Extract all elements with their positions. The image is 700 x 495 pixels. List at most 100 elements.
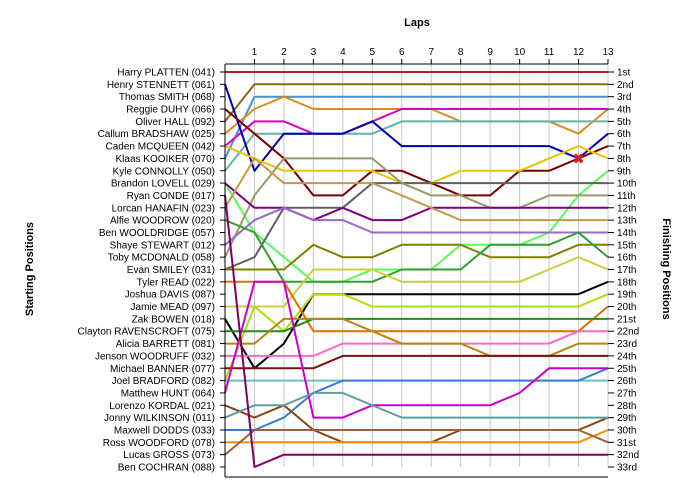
x-tick-label: 13 (602, 47, 614, 58)
series-line (224, 83, 608, 123)
starting-position-label: Maxwell DODDS (033) (114, 425, 215, 436)
x-tick-label: 2 (281, 47, 287, 58)
starting-position-label: Brandon LOVELL (029) (111, 179, 215, 190)
finishing-position-label: 17th (617, 265, 636, 276)
finishing-position-label: 33rd (617, 463, 637, 474)
series-line (224, 108, 609, 197)
finishing-position-label: 10th (617, 179, 636, 190)
markers: ✖ (573, 150, 585, 166)
finishing-position-label: 7th (617, 142, 631, 153)
series-line (224, 83, 609, 172)
finishing-position-label: 19th (617, 290, 636, 301)
x-tick-label: 6 (399, 47, 405, 58)
x-tick-label: 1 (252, 47, 258, 58)
finishing-position-label: 12th (617, 203, 636, 214)
starting-position-label: Joel BRADFORD (082) (112, 376, 215, 387)
finishing-position-label: 5th (617, 117, 631, 128)
starting-position-label: Ryan CONDE (017) (127, 191, 215, 202)
series-lines (224, 71, 609, 468)
finishing-position-label: 9th (617, 166, 631, 177)
starting-position-label: Lorenzo KORDAL (021) (109, 401, 215, 412)
series-line (224, 280, 608, 419)
starting-position-label: Michael BANNER (077) (110, 364, 215, 375)
series-line (225, 367, 609, 431)
starting-position-label: Lucas GROSS (073) (123, 450, 215, 461)
starting-position-label: Tyler READ (022) (137, 277, 215, 288)
finishing-position-label: 30th (617, 425, 636, 436)
starting-position-label: Henry STENNETT (061) (107, 80, 215, 91)
finishing-position-label: 32nd (617, 450, 639, 461)
finishing-position-label: 22nd (617, 327, 639, 338)
finishing-position-label: 1st (617, 68, 631, 79)
starting-position-label: Jamie MEAD (097) (131, 302, 215, 313)
starting-position-label: Joshua DAVIS (087) (125, 290, 215, 301)
series-line (224, 95, 608, 159)
starting-position-label: Ross WOODFORD (078) (103, 438, 215, 449)
finishing-position-label: 6th (617, 129, 631, 140)
x-axis-title: Laps (404, 17, 430, 29)
x-tick-label: 8 (458, 47, 464, 58)
starting-position-label: Evan SMILEY (031) (127, 265, 215, 276)
x-tick-label: 5 (370, 47, 376, 58)
series-line (224, 404, 609, 444)
starting-position-label: Shaye STEWART (012) (110, 240, 215, 251)
x-tick-label: 12 (573, 47, 585, 58)
finishing-position-label: 20th (617, 302, 636, 313)
x-tick-label: 11 (544, 47, 555, 58)
finishing-position-label: 2nd (617, 80, 634, 91)
starting-position-label: Alicia BARRETT (081) (116, 339, 215, 350)
finishing-position-label: 4th (617, 105, 631, 116)
series-line (225, 354, 608, 370)
finishing-position-label: 18th (617, 277, 636, 288)
series-line (224, 108, 608, 147)
series-line (225, 280, 609, 333)
finishing-position-label: 15th (617, 240, 636, 251)
x-tick-label: 4 (340, 47, 346, 58)
starting-position-label: Reggie DUHY (066) (126, 105, 215, 116)
series-line (224, 293, 609, 381)
finishing-position-label: 23rd (617, 339, 637, 350)
series-line (224, 429, 609, 456)
starting-position-label: Zak BOWEN (018) (132, 314, 215, 325)
starting-position-label: Ben COCHRAN (088) (118, 463, 215, 474)
series-line (224, 157, 608, 258)
finishing-position-label: 28th (617, 401, 636, 412)
series-line (225, 317, 608, 333)
starting-position-label: Callum BRADSHAW (025) (98, 129, 215, 140)
starting-position-label: Oliver HALL (092) (135, 117, 215, 128)
x-tick-label: 9 (487, 47, 493, 58)
finishing-position-label: 27th (617, 388, 636, 399)
series-line (224, 280, 609, 370)
finishing-position-label: 25th (617, 364, 636, 375)
series-line (224, 391, 608, 419)
finishing-position-label: 21st (617, 314, 636, 325)
x-tick-label: 7 (428, 47, 434, 58)
starting-position-label: Ben WOOLDRIDGE (057) (99, 228, 215, 239)
starting-position-label: Alfie WOODROW (020) (110, 216, 215, 227)
x-tick-label: 10 (514, 47, 526, 58)
starting-position-label: Clayton RAVENSCROFT (075) (78, 327, 215, 338)
starting-position-label: Lorcan HANAFIN (023) (112, 203, 215, 214)
finishing-position-label: 3rd (617, 92, 631, 103)
starting-position-label: Thomas SMITH (068) (119, 92, 215, 103)
finishing-position-label: 8th (617, 154, 631, 165)
series-line (225, 429, 609, 444)
x-tick-label: 3 (311, 47, 317, 58)
finishing-position-label: 11th (617, 191, 636, 202)
y-axis-right-title: Finishing Positions (660, 218, 672, 319)
finishing-position-label: 13th (617, 216, 636, 227)
series-line (225, 243, 608, 271)
retirement-marker-icon: ✖ (573, 150, 585, 166)
starting-position-label: Jonny WILKINSON (011) (104, 413, 215, 424)
finishing-position-label: 29th (617, 413, 636, 424)
finishing-position-label: 16th (617, 253, 636, 264)
series-line (224, 170, 609, 283)
series-line (224, 157, 608, 222)
finishing-position-label: 26th (617, 376, 636, 387)
series-line (224, 95, 609, 135)
starting-position-label: Klaas KOOIKER (070) (116, 154, 215, 165)
starting-position-label: Caden MCQUEEN (042) (106, 142, 215, 153)
starting-position-label: Toby MCDONALD (058) (108, 253, 215, 264)
